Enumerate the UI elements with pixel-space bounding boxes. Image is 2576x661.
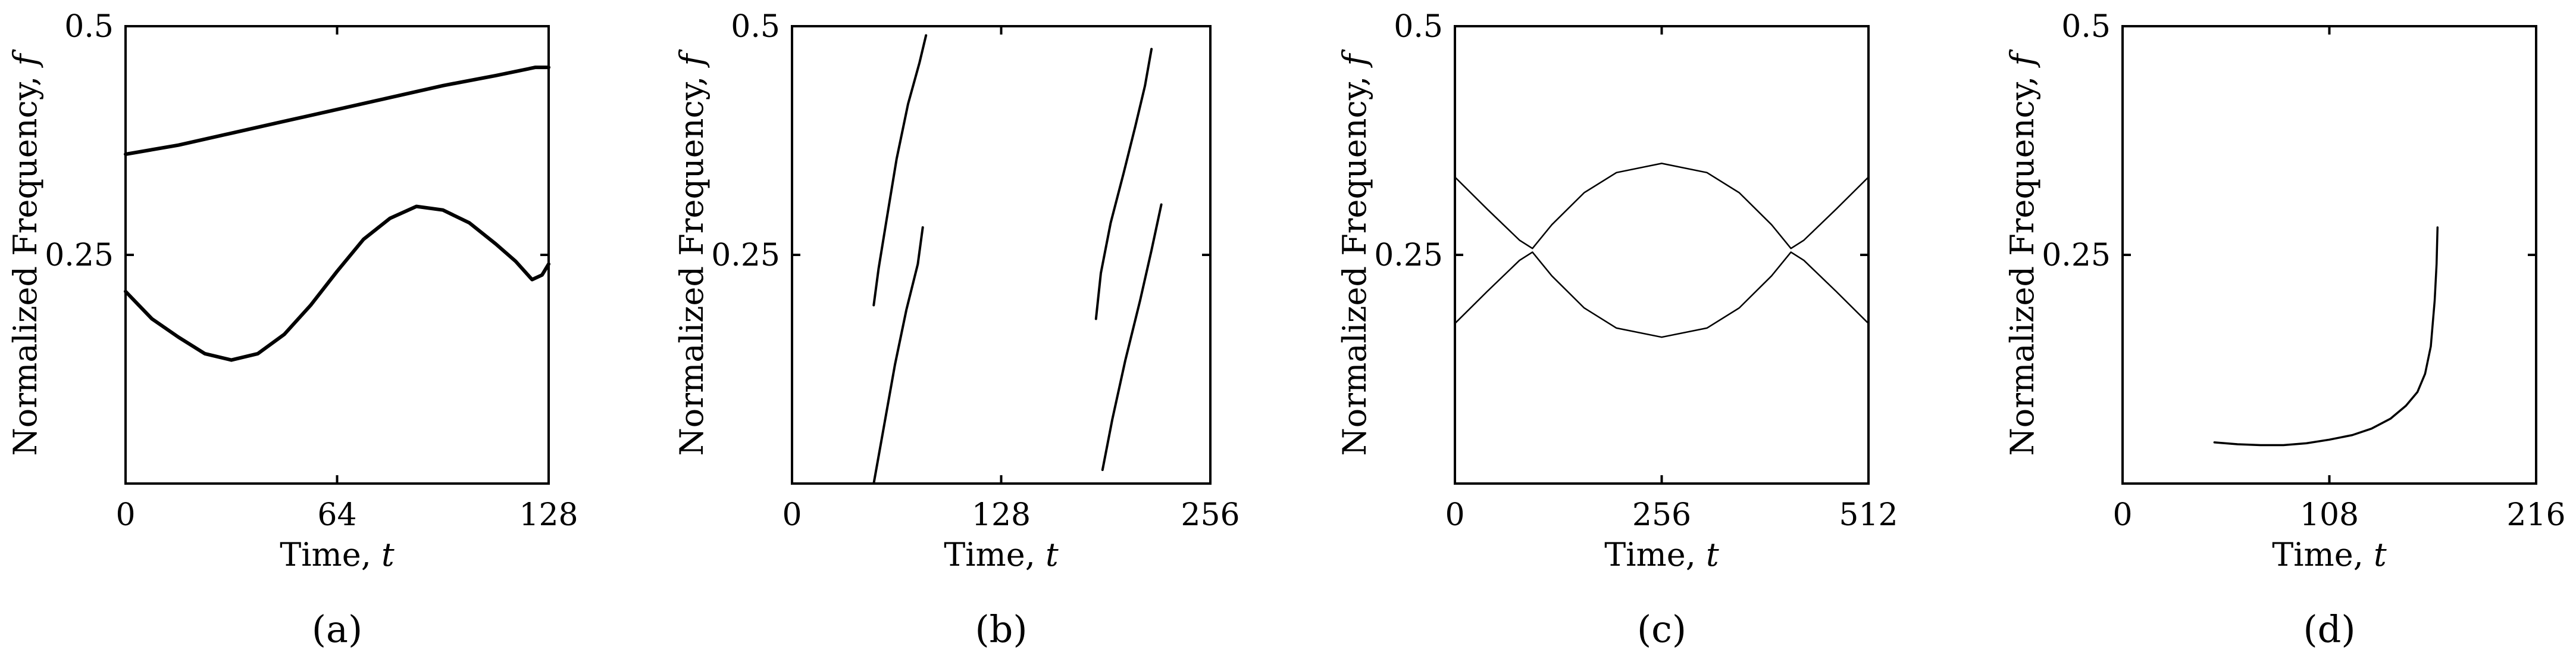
plot-frame bbox=[791, 25, 1212, 485]
x-axis-label: Time, t bbox=[280, 536, 395, 573]
series-line-1 bbox=[1454, 163, 1870, 250]
y-tick-label: 0.25 bbox=[711, 238, 780, 273]
y-axis-label: Normalized Frequency, f bbox=[2004, 49, 2041, 456]
x-tick-label: 512 bbox=[1839, 497, 1898, 533]
x-tick-label: 128 bbox=[519, 497, 578, 533]
series-line-1 bbox=[124, 66, 550, 156]
y-tick-label: 0.5 bbox=[64, 9, 114, 45]
y-tick-label: 0.25 bbox=[1374, 238, 1443, 273]
x-tick-label: 0 bbox=[115, 497, 135, 533]
y-tick-label: 0.5 bbox=[731, 9, 780, 45]
series-line-2 bbox=[124, 204, 550, 362]
x-axis-label: Time, t bbox=[944, 536, 1059, 573]
y-axis-label: Normalized Frequency, f bbox=[1336, 49, 1373, 456]
x-tick-label: 256 bbox=[1181, 497, 1240, 533]
y-tick-label: 0.5 bbox=[1394, 9, 1443, 45]
y-axis-label: Normalized Frequency, f bbox=[7, 49, 44, 456]
x-axis-label: Time, t bbox=[2272, 536, 2387, 573]
panel-label: (a) bbox=[312, 607, 362, 651]
x-tick-label: 64 bbox=[317, 497, 356, 533]
panel-label: (d) bbox=[2303, 607, 2355, 651]
x-tick-label: 0 bbox=[2112, 497, 2132, 533]
series-line-2 bbox=[872, 226, 924, 485]
y-tick-label: 0.25 bbox=[45, 238, 114, 273]
series-line-1 bbox=[2213, 226, 2439, 447]
series-line-3 bbox=[1094, 48, 1153, 320]
y-tick-label: 0.25 bbox=[2042, 238, 2111, 273]
x-tick-label: 108 bbox=[2300, 497, 2359, 533]
plot-frame bbox=[124, 25, 550, 485]
series-line-4 bbox=[1101, 203, 1163, 471]
plot-frame bbox=[2121, 25, 2537, 485]
x-tick-label: 128 bbox=[972, 497, 1031, 533]
x-tick-label: 0 bbox=[1445, 497, 1464, 533]
panel-label: (c) bbox=[1637, 607, 1686, 651]
plot-frame bbox=[1454, 25, 1870, 485]
y-axis-label: Normalized Frequency, f bbox=[673, 49, 710, 456]
x-tick-label: 0 bbox=[782, 497, 802, 533]
x-tick-label: 216 bbox=[2506, 497, 2565, 533]
series-line-2 bbox=[1454, 251, 1870, 338]
y-tick-label: 0.5 bbox=[2061, 9, 2111, 45]
x-tick-label: 256 bbox=[1632, 497, 1691, 533]
panel-label: (b) bbox=[975, 607, 1027, 651]
series-line-1 bbox=[872, 34, 928, 307]
x-axis-label: Time, t bbox=[1604, 536, 1719, 573]
